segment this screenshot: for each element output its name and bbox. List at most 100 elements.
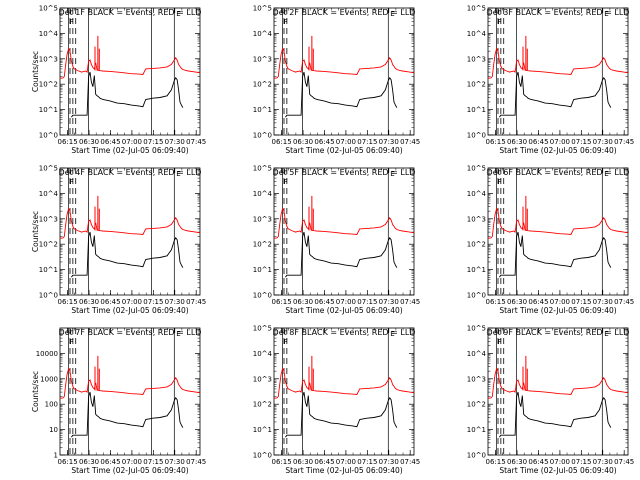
flare-marker-label: F	[498, 178, 502, 186]
x-tick-label: 06:30	[507, 298, 527, 306]
y-tick-label: 100	[45, 401, 58, 409]
events-series-line	[71, 391, 184, 438]
x-tick-label: 06:15	[272, 458, 292, 466]
flare-marker-label: F	[498, 338, 502, 346]
y-tick-label: 10^5	[253, 165, 272, 173]
flare-marker-label: F	[284, 18, 288, 26]
lld-series-line	[273, 47, 415, 79]
x-tick-label: 07:15	[357, 458, 377, 466]
y-tick-label: 10^1	[467, 106, 486, 114]
y-tick-label: 10^3	[39, 215, 58, 223]
y-tick-label: 10^2	[39, 81, 58, 89]
plot-frame	[487, 327, 629, 456]
plot-frame	[59, 167, 201, 296]
panel-1: Det 1F BLACK = Events, RED = LLD 10^0 10^1…	[31, 5, 206, 156]
x-axis-label: Start Time (02-Jul-05 06:09:40)	[285, 146, 402, 155]
y-tick-label: 10^5	[253, 5, 272, 13]
plot-frame	[487, 7, 629, 136]
x-axis-label: Start Time (02-Jul-05 06:09:40)	[71, 306, 188, 315]
lld-series-line	[487, 367, 629, 399]
x-tick-label: 06:15	[486, 138, 506, 146]
x-tick-label: 06:15	[272, 298, 292, 306]
x-axis-label: Start Time (02-Jul-05 06:09:40)	[499, 146, 616, 155]
x-tick-label: 07:30	[593, 298, 613, 306]
eclipse-marker-label: E	[176, 170, 180, 178]
panel-title: Det 9F BLACK = Events, RED = LLD	[487, 328, 630, 337]
y-tick-label: 10^3	[253, 55, 272, 63]
panel-title: Det 6F BLACK = Events, RED = LLD	[487, 168, 630, 177]
x-tick-label: 07:30	[165, 138, 185, 146]
x-tick-label: 07:30	[593, 458, 613, 466]
x-axis-label: Start Time (02-Jul-05 06:09:40)	[71, 466, 188, 475]
x-tick-label: 06:30	[79, 298, 99, 306]
y-axis-label: Counts/sec	[31, 371, 40, 412]
eclipse-marker-label: E	[604, 330, 608, 338]
x-tick-label: 07:15	[571, 458, 591, 466]
plot-frame	[273, 167, 415, 296]
y-axis-label: Counts/sec	[31, 51, 40, 92]
y-tick-label: 10^4	[253, 190, 273, 198]
plot-frame	[273, 327, 415, 456]
events-series-line	[285, 231, 398, 278]
panel-title: Det 4F BLACK = Events, RED = LLD	[59, 168, 202, 177]
x-tick-label: 07:30	[379, 138, 399, 146]
flare-marker-label: F	[70, 338, 74, 346]
x-tick-label: 07:15	[357, 298, 377, 306]
y-tick-label: 10^2	[39, 241, 58, 249]
x-tick-label: 07:15	[143, 138, 163, 146]
y-tick-label: 10^3	[467, 215, 486, 223]
x-tick-label: 07:45	[400, 298, 420, 306]
x-tick-label: 07:30	[593, 138, 613, 146]
eclipse-marker-label: E	[604, 170, 608, 178]
y-tick-label: 10^0	[467, 452, 486, 460]
lld-series-line	[273, 207, 415, 239]
x-tick-label: 07:00	[550, 138, 570, 146]
y-tick-label: 1000	[40, 375, 58, 383]
y-tick-label: 10^0	[467, 292, 486, 300]
x-tick-label: 07:00	[122, 458, 142, 466]
x-tick-label: 06:45	[528, 138, 548, 146]
x-tick-label: 07:30	[379, 298, 399, 306]
events-series-line	[499, 71, 612, 118]
x-tick-label: 07:45	[614, 138, 634, 146]
y-tick-label: 10^5	[253, 325, 272, 333]
x-tick-label: 07:00	[336, 298, 356, 306]
y-tick-label: 10^1	[467, 266, 486, 274]
panel-title: Det 3F BLACK = Events, RED = LLD	[487, 8, 630, 17]
y-tick-label: 10^1	[39, 106, 58, 114]
x-tick-label: 06:15	[58, 458, 78, 466]
x-tick-label: 07:00	[550, 458, 570, 466]
x-tick-label: 07:00	[336, 138, 356, 146]
panel-8: Det 8F BLACK = Events, RED = LLD 10^0 10^1…	[253, 325, 421, 476]
plot-frame	[273, 7, 415, 136]
x-tick-label: 07:30	[379, 458, 399, 466]
y-tick-label: 10^3	[39, 55, 58, 63]
x-tick-label: 06:30	[507, 458, 527, 466]
panel-9: Det 9F BLACK = Events, RED = LLD 10^0 10^1…	[467, 325, 635, 476]
events-series-line	[499, 391, 612, 438]
y-tick-label: 10^2	[253, 81, 272, 89]
x-tick-label: 07:45	[400, 138, 420, 146]
y-tick-label: 10^2	[467, 241, 486, 249]
x-tick-label: 07:15	[143, 298, 163, 306]
plot-frame	[59, 327, 201, 456]
panel-title: Det 8F BLACK = Events, RED = LLD	[273, 328, 416, 337]
x-tick-label: 07:45	[614, 298, 634, 306]
y-tick-label: 10^4	[467, 350, 487, 358]
y-tick-label: 10^4	[467, 30, 487, 38]
x-tick-label: 07:15	[357, 138, 377, 146]
x-tick-label: 07:45	[400, 458, 420, 466]
x-tick-label: 07:00	[122, 138, 142, 146]
y-tick-label: 10^1	[253, 266, 272, 274]
y-tick-label: 10^3	[253, 215, 272, 223]
eclipse-marker-label: E	[390, 330, 394, 338]
y-axis-label: Counts/sec	[31, 211, 40, 252]
y-tick-label: 10^3	[467, 55, 486, 63]
events-series-line	[499, 231, 612, 278]
x-tick-label: 06:45	[314, 298, 334, 306]
x-tick-label: 07:15	[143, 458, 163, 466]
lld-series-line	[59, 47, 201, 79]
x-tick-label: 06:15	[272, 138, 292, 146]
x-tick-label: 07:45	[186, 298, 206, 306]
y-tick-label: 10^4	[253, 30, 273, 38]
